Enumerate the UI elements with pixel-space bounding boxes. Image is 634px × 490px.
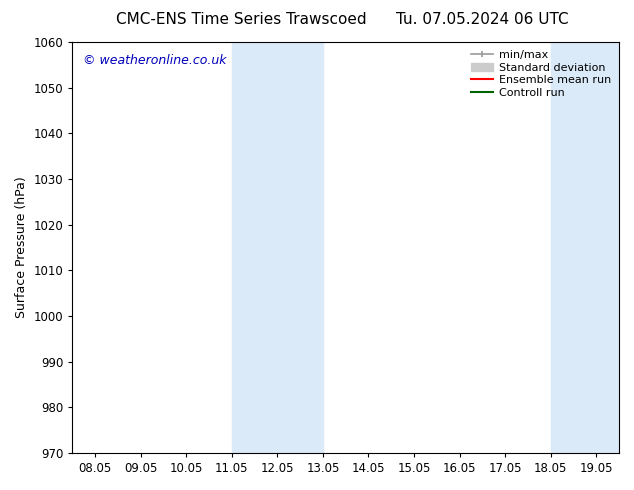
Y-axis label: Surface Pressure (hPa): Surface Pressure (hPa) — [15, 176, 28, 318]
Legend: min/max, Standard deviation, Ensemble mean run, Controll run: min/max, Standard deviation, Ensemble me… — [467, 46, 616, 102]
Bar — [232, 42, 323, 453]
Text: © weatheronline.co.uk: © weatheronline.co.uk — [83, 54, 227, 68]
Bar — [551, 42, 619, 453]
Text: CMC-ENS Time Series Trawscoed: CMC-ENS Time Series Trawscoed — [115, 12, 366, 27]
Text: Tu. 07.05.2024 06 UTC: Tu. 07.05.2024 06 UTC — [396, 12, 568, 27]
